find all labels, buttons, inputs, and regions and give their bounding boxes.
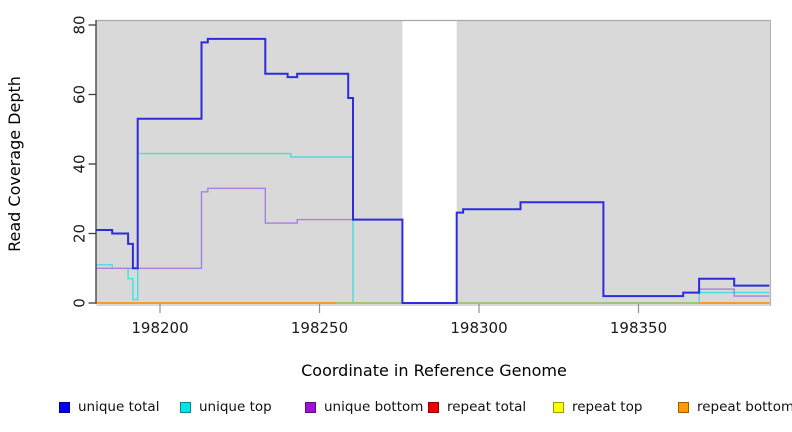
legend-label: unique bottom xyxy=(324,399,424,415)
x-tick-label: 198250 xyxy=(291,319,348,337)
legend-label: repeat total xyxy=(447,399,527,415)
legend-item-repeat-bottom: repeat bottom xyxy=(678,398,792,416)
x-tick-label: 198300 xyxy=(450,319,507,337)
legend-item-repeat-top: repeat top xyxy=(553,398,642,416)
axes: 0 20 40 60 80 198200 198250 198300 198350 xyxy=(70,15,667,337)
legend-swatch xyxy=(180,401,191,413)
legend-label: repeat top xyxy=(572,399,643,415)
legend-label: unique total xyxy=(78,399,160,415)
y-tick-label: 0 xyxy=(70,298,88,308)
legend-swatch xyxy=(428,401,439,413)
series-unique-total xyxy=(96,37,770,304)
x-tick-label: 198200 xyxy=(131,319,188,337)
legend-item-repeat-total: repeat total xyxy=(428,398,526,416)
legend-item-unique-total: unique total xyxy=(59,398,159,416)
legend-item-unique-bottom: unique bottom xyxy=(305,398,423,416)
legend-swatch xyxy=(305,401,316,413)
y-tick-label: 60 xyxy=(70,85,88,104)
y-tick-label: 80 xyxy=(70,15,88,34)
legend: unique total unique top unique bottom repea… xyxy=(0,398,792,422)
legend-label: repeat bottom xyxy=(697,399,792,415)
x-axis-title: Coordinate in Reference Genome xyxy=(301,361,567,380)
no-data-gap-band xyxy=(402,21,457,303)
y-axis-title: Read Coverage Depth xyxy=(5,76,24,252)
y-tick-label: 20 xyxy=(70,224,88,243)
y-tick-label: 40 xyxy=(70,154,88,173)
legend-item-unique-top: unique top xyxy=(180,398,272,416)
plot-area xyxy=(96,19,772,306)
legend-swatch xyxy=(553,401,564,413)
legend-label: unique top xyxy=(199,399,272,415)
legend-swatch xyxy=(59,401,70,413)
x-tick-label: 198350 xyxy=(610,319,667,337)
legend-swatch xyxy=(678,401,689,413)
